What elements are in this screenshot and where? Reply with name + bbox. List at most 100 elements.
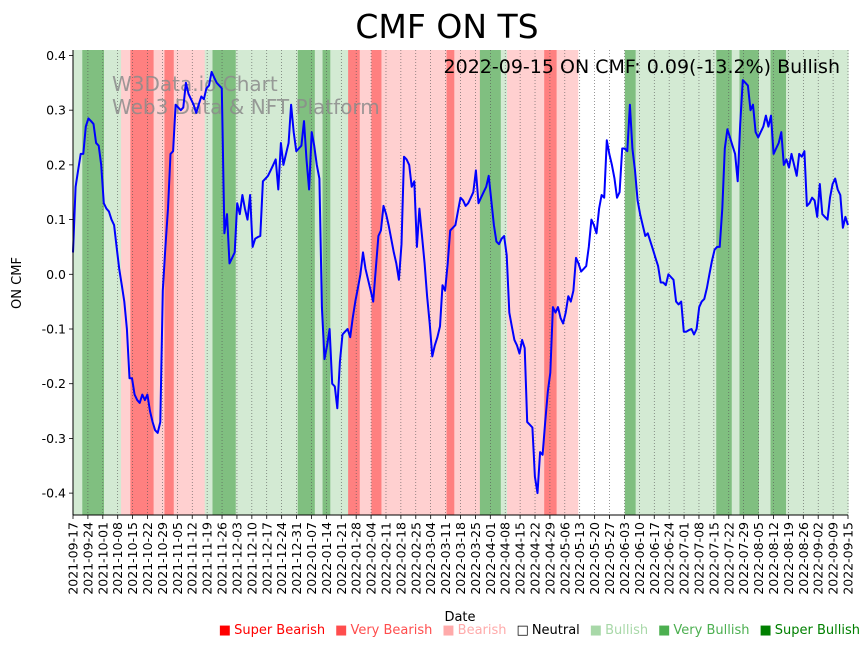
x-tick-label: 2021-12-10 bbox=[244, 522, 259, 595]
regime-band-bullish bbox=[635, 50, 663, 515]
legend-item: ■ Bullish bbox=[590, 620, 648, 640]
y-tick-label: 0.4 bbox=[46, 48, 66, 63]
legend-marker: ■ bbox=[589, 622, 603, 638]
x-tick-label: 2021-11-19 bbox=[200, 522, 215, 595]
x-tick-label: 2022-04-22 bbox=[528, 522, 543, 595]
x-tick-label: 2021-11-05 bbox=[170, 522, 185, 595]
regime-band-very_bearish bbox=[446, 50, 455, 515]
x-tick-label: 2022-03-18 bbox=[453, 522, 468, 595]
y-tick-label: -0.3 bbox=[42, 431, 66, 446]
x-tick-label: 2021-10-08 bbox=[110, 522, 125, 595]
x-tick-label: 2022-02-11 bbox=[378, 522, 393, 595]
y-tick-label: 0.3 bbox=[46, 103, 66, 118]
x-tick-label: 2022-09-09 bbox=[826, 522, 841, 595]
y-tick-label: -0.1 bbox=[42, 322, 66, 337]
x-tick-label: 2022-05-27 bbox=[602, 522, 617, 595]
legend-label: Bearish bbox=[457, 622, 507, 638]
x-tick-label: 2021-11-12 bbox=[185, 522, 200, 595]
regime-band-very_bullish bbox=[770, 50, 787, 515]
latest-value-annotation: 2022-09-15 ON CMF: 0.09(-13.2%) Bullish bbox=[444, 56, 840, 78]
regime-band-bearish bbox=[153, 50, 166, 515]
x-tick-label: 2022-01-28 bbox=[349, 522, 364, 595]
watermark-line-1: W3Data.io Chart bbox=[112, 72, 278, 96]
legend-item: ■ Super Bearish bbox=[219, 620, 325, 640]
x-tick-label: 2022-06-03 bbox=[617, 522, 632, 595]
x-tick-label: 2022-03-04 bbox=[423, 522, 438, 595]
regime-band-very_bearish bbox=[544, 50, 558, 515]
x-tick-label: 2021-09-24 bbox=[80, 522, 95, 595]
regime-band-bullish bbox=[204, 50, 214, 515]
x-tick-label: 2022-09-02 bbox=[811, 522, 826, 595]
regime-band-bearish bbox=[173, 50, 206, 515]
regime-band-very_bullish bbox=[297, 50, 316, 515]
x-tick-label: 2022-08-12 bbox=[766, 522, 781, 595]
regime-band-bullish bbox=[500, 50, 508, 515]
x-tick-label: 2022-03-11 bbox=[438, 522, 453, 595]
x-tick-label: 2021-12-17 bbox=[259, 522, 274, 595]
legend-item: ■ Super Bullish bbox=[759, 620, 860, 640]
x-tick-label: 2022-07-01 bbox=[677, 522, 692, 595]
x-tick-label: 2022-04-08 bbox=[498, 522, 513, 595]
x-tick-label: 2021-10-29 bbox=[155, 522, 170, 595]
regime-band-very_bullish bbox=[716, 50, 733, 515]
y-tick-label: 0.0 bbox=[46, 267, 66, 282]
regime-band-very_bullish bbox=[212, 50, 237, 515]
x-tick-label: 2022-01-14 bbox=[319, 522, 334, 595]
legend-marker: ■ bbox=[218, 622, 232, 638]
regime-band-very_bullish bbox=[739, 50, 760, 515]
regime-band-bullish bbox=[731, 50, 741, 515]
x-tick-label: 2022-03-25 bbox=[468, 522, 483, 595]
x-tick-label: 2021-10-22 bbox=[140, 522, 155, 595]
x-tick-label: 2021-10-15 bbox=[125, 522, 140, 595]
legend-label: Very Bullish bbox=[673, 622, 750, 638]
x-tick-label: 2021-09-17 bbox=[66, 522, 81, 595]
regime-band-bullish bbox=[73, 50, 83, 515]
legend-label: Super Bullish bbox=[774, 622, 860, 638]
x-tick-label: 2022-02-25 bbox=[408, 522, 423, 595]
y-axis-label: ON CMF bbox=[10, 257, 25, 309]
x-tick-label: 2022-08-19 bbox=[781, 522, 796, 595]
x-tick-label: 2022-07-15 bbox=[706, 522, 721, 595]
y-tick-label: -0.4 bbox=[42, 486, 66, 501]
legend-marker: □ bbox=[516, 622, 529, 638]
regime-band-bullish bbox=[758, 50, 772, 515]
watermark: W3Data.io Chart Web3 Data & NFT Platform bbox=[112, 72, 380, 119]
regime-band-bullish bbox=[104, 50, 122, 515]
regime-band-very_bearish bbox=[130, 50, 155, 515]
x-tick-label: 2022-07-29 bbox=[736, 522, 751, 595]
x-tick-label: 2022-05-20 bbox=[587, 522, 602, 595]
legend-label: Very Bearish bbox=[350, 622, 433, 638]
regime-band-bullish bbox=[786, 50, 849, 515]
cmf-series-line bbox=[72, 70, 849, 495]
regime-band-very_bullish bbox=[322, 50, 331, 515]
x-tick-label: 2022-04-15 bbox=[513, 522, 528, 595]
x-tick-label: 2022-07-08 bbox=[691, 522, 706, 595]
vertical-gridlines bbox=[72, 50, 849, 515]
y-tick-label: 0.1 bbox=[46, 212, 66, 227]
x-tick-label: 2022-07-22 bbox=[721, 522, 736, 595]
x-tick-label: 2021-12-31 bbox=[289, 522, 304, 595]
legend-marker: ■ bbox=[759, 622, 772, 638]
regime-band-bullish bbox=[314, 50, 324, 515]
legend-label: Super Bearish bbox=[234, 622, 326, 638]
regime-band-bearish bbox=[454, 50, 481, 515]
x-tick-label: 2022-05-13 bbox=[572, 522, 587, 595]
regime-band-very_bearish bbox=[348, 50, 361, 515]
regime-band-very_bullish bbox=[82, 50, 105, 515]
x-tick-label: 2022-08-26 bbox=[796, 522, 811, 595]
regime-band-very_bearish bbox=[371, 50, 383, 515]
legend-item: ■ Bearish bbox=[442, 620, 506, 640]
x-tick-label: 2022-04-01 bbox=[483, 522, 498, 595]
x-tick-label: 2022-05-06 bbox=[557, 522, 572, 595]
y-axis-ticks: -0.4 -0.3 -0.2 -0.1 0.0 0.1 0.2 0.3 0.4 bbox=[42, 48, 73, 501]
regime-band-neutral bbox=[578, 50, 626, 515]
legend-label: Bullish bbox=[605, 622, 649, 638]
x-axis-ticks: 2021-09-17 2021-09-24 2021-10-01 2021-10-08… bbox=[66, 515, 856, 595]
legend-label: Neutral bbox=[531, 622, 580, 638]
regime-band-very_bullish bbox=[624, 50, 637, 515]
x-tick-label: 2021-12-24 bbox=[274, 522, 289, 595]
legend-item: ■ Very Bearish bbox=[335, 620, 432, 640]
x-tick-label: 2022-01-21 bbox=[334, 522, 349, 595]
x-tick-label: 2021-11-26 bbox=[215, 522, 230, 595]
